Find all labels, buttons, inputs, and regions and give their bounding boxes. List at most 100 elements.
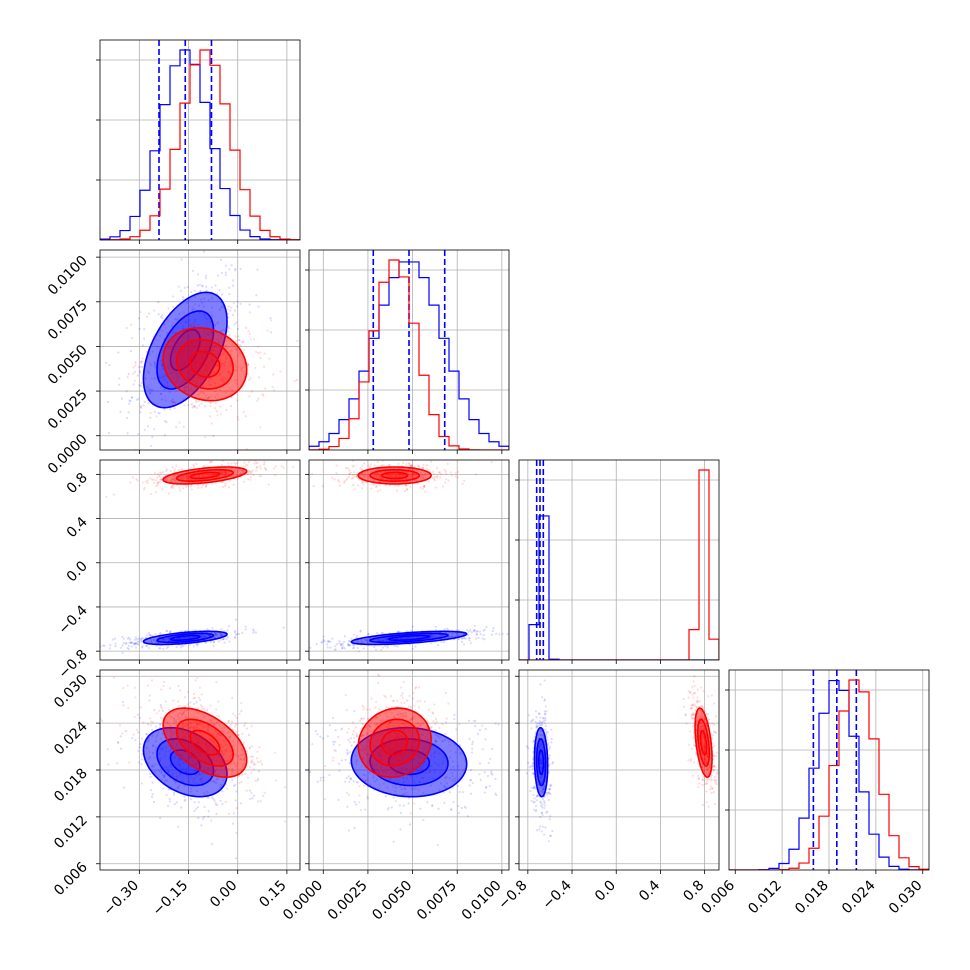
sample-point (250, 456, 252, 458)
sample-point (407, 797, 411, 800)
sample-point (713, 765, 717, 768)
sample-point (186, 285, 189, 289)
sample-point (107, 763, 110, 766)
sample-point (148, 717, 152, 720)
sample-point (227, 812, 231, 815)
sample-point (478, 630, 482, 633)
sample-point (269, 316, 272, 320)
sample-point (443, 468, 446, 471)
sample-point (254, 366, 257, 370)
sample-point (208, 461, 212, 464)
sample-point (532, 800, 535, 804)
sample-point (156, 482, 159, 485)
sample-point (243, 461, 246, 464)
sample-point (373, 464, 376, 467)
sample-point (338, 743, 341, 747)
sample-point (122, 637, 125, 640)
sample-point (530, 786, 533, 790)
sample-point (483, 791, 486, 794)
sample-point (129, 641, 133, 644)
sample-point (162, 647, 165, 650)
sample-point (535, 809, 538, 812)
sample-point (456, 476, 459, 479)
sample-point (376, 460, 379, 463)
sample-point (151, 728, 154, 731)
sample-point (434, 722, 437, 725)
sample-point (236, 734, 240, 737)
sample-point (183, 314, 186, 317)
sample-point (226, 327, 230, 330)
sample-point (546, 742, 549, 745)
sample-point (470, 631, 473, 634)
sample-point (198, 686, 201, 689)
sample-point (550, 741, 553, 744)
histogram-series-1 (519, 515, 719, 660)
sample-point (414, 645, 417, 648)
sample-point (531, 765, 534, 768)
sample-point (180, 468, 184, 471)
contour-series-2-level-3 (357, 466, 432, 485)
sample-point (130, 323, 133, 326)
sample-point (427, 768, 430, 771)
sample-point (252, 629, 255, 632)
sample-point (159, 722, 162, 726)
sample-point (205, 274, 208, 277)
sample-point (419, 699, 422, 703)
sample-point (128, 402, 131, 405)
sample-point (532, 772, 535, 775)
sample-point (143, 428, 146, 431)
sample-point (426, 719, 429, 722)
sample-point (546, 793, 549, 796)
sample-point (159, 632, 162, 635)
sample-point (411, 697, 415, 700)
sample-point (143, 486, 146, 489)
sample-point (468, 637, 472, 640)
sample-point (433, 703, 436, 706)
sample-point (712, 734, 715, 737)
sample-point (180, 646, 183, 649)
sample-point (316, 733, 319, 736)
sample-point (114, 642, 117, 645)
sample-point (160, 742, 163, 745)
sample-point (474, 473, 478, 476)
sample-point (161, 709, 165, 712)
sample-point (395, 489, 398, 492)
sample-point (335, 472, 338, 475)
sample-point (202, 464, 206, 467)
sample-point (168, 329, 171, 332)
sample-point (334, 648, 337, 651)
sample-point (331, 476, 334, 479)
sample-point (144, 480, 148, 483)
sample-point (137, 397, 140, 400)
sample-point (234, 714, 237, 717)
sample-point (134, 364, 137, 367)
sample-point (338, 769, 341, 772)
sample-point (234, 618, 238, 621)
sample-point (134, 738, 137, 742)
sample-point (427, 758, 430, 762)
sample-point (356, 781, 360, 784)
sample-point (163, 343, 167, 346)
sample-point (183, 286, 186, 289)
sample-point (122, 686, 125, 690)
sample-point (432, 712, 435, 715)
sample-point (319, 735, 322, 738)
sample-point (204, 641, 207, 644)
sample-point (347, 642, 350, 646)
sample-point (421, 487, 424, 490)
sample-point (439, 774, 443, 777)
sample-point (150, 720, 153, 723)
sample-point (153, 410, 157, 413)
sample-point (362, 706, 366, 709)
sample-point (551, 830, 554, 833)
sample-point (186, 396, 190, 400)
sample-point (143, 400, 146, 404)
sample-point (332, 756, 335, 759)
sample-point (217, 640, 221, 643)
sample-point (205, 780, 208, 783)
sample-point (272, 467, 276, 470)
sample-point (434, 628, 438, 632)
sample-point (252, 628, 255, 631)
sample-point (541, 806, 544, 809)
sample-point (240, 709, 243, 713)
